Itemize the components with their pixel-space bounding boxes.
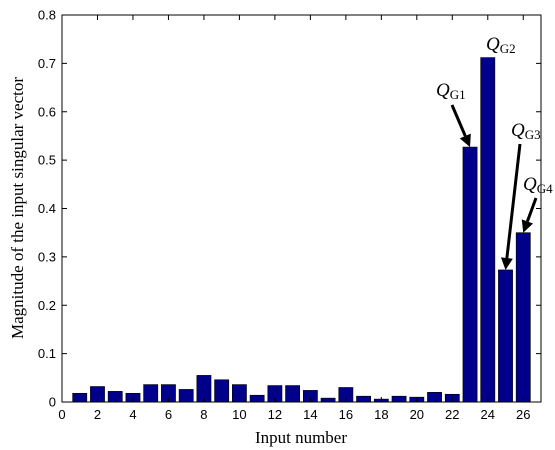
- annotation-arrow-g4: [525, 197, 538, 222]
- bar-17: [356, 395, 371, 403]
- annotation-g2: QG2: [486, 34, 516, 56]
- bar-26: [515, 232, 531, 403]
- x-tick-label-18: 18: [374, 407, 388, 422]
- x-tick-label-10: 10: [232, 407, 246, 422]
- y-tick-label-0.3: 0.3: [38, 249, 56, 264]
- annotation-g3: QG3: [511, 120, 541, 142]
- ticks-group: 0 2 4 6 8 10 12 14 16 18 20 22 24 2600.10.20.30.40.50…: [38, 8, 541, 422]
- x-tick-label-14: 14: [303, 407, 317, 422]
- bar-3: [107, 391, 123, 403]
- x-axis-label: Input number: [255, 428, 347, 447]
- y-axis-label: Magnitude of the input singular vector: [8, 77, 27, 339]
- y-tick-label-0.7: 0.7: [38, 56, 56, 71]
- annotation-g1: QG1: [436, 80, 466, 102]
- y-tick-label-0.1: 0.1: [38, 346, 56, 361]
- annotation-arrow-g1: [450, 104, 467, 137]
- bar-1: [72, 392, 88, 403]
- annotation-arrowhead-g3: [500, 257, 513, 270]
- plot-background: [62, 15, 541, 402]
- bar-13: [285, 385, 301, 403]
- bar-7: [178, 389, 194, 403]
- bar-25: [498, 269, 513, 403]
- bar-15: [320, 397, 336, 403]
- y-tick-label-0.5: 0.5: [38, 153, 56, 168]
- x-tick-label-22: 22: [445, 407, 459, 422]
- bar-19: [391, 395, 407, 403]
- y-tick-label-0.8: 0.8: [38, 8, 56, 23]
- annotation-arrow-g3: [505, 143, 522, 259]
- y-tick-label-0.6: 0.6: [38, 104, 56, 119]
- y-tick-label-0: 0: [49, 395, 56, 410]
- x-tick-label-26: 26: [516, 407, 530, 422]
- y-tick-label-0.2: 0.2: [38, 298, 56, 313]
- bar-23: [462, 146, 478, 403]
- annotations-group: QG1 QG2 QG3 QG4: [436, 34, 553, 270]
- y-tick-label-0.4: 0.4: [38, 201, 56, 216]
- x-tick-label-4: 4: [129, 407, 136, 422]
- x-tick-label-0: 0: [58, 407, 65, 422]
- bar-21: [427, 392, 442, 403]
- x-tick-label-16: 16: [339, 407, 353, 422]
- bar-5: [143, 384, 159, 403]
- bar-11: [249, 394, 265, 403]
- bar-24: [480, 57, 496, 403]
- bar-9: [214, 379, 230, 403]
- x-tick-label-6: 6: [165, 407, 172, 422]
- x-tick-label-2: 2: [94, 407, 101, 422]
- x-tick-label-20: 20: [410, 407, 424, 422]
- x-tick-label-12: 12: [268, 407, 282, 422]
- annotation-g4: QG4: [523, 174, 553, 196]
- annotation-arrowhead-g4: [521, 219, 534, 233]
- x-tick-label-24: 24: [481, 407, 495, 422]
- x-tick-label-8: 8: [200, 407, 207, 422]
- annotation-arrowhead-g1: [459, 133, 471, 148]
